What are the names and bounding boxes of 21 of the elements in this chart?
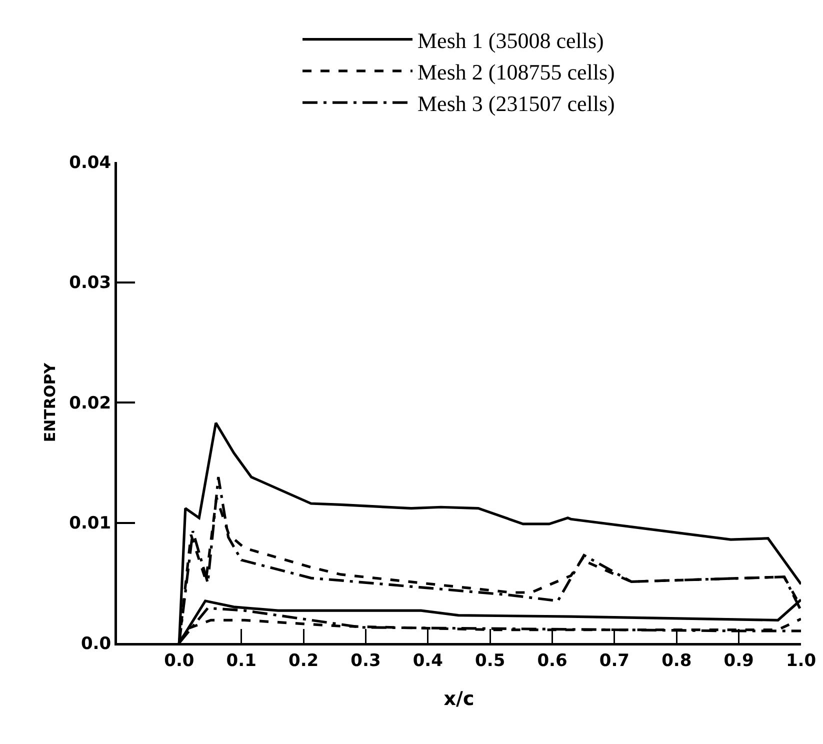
y-tick-label: 0.04: [69, 152, 112, 173]
x-tick-label: 0.7: [599, 650, 630, 671]
x-tick-label: 0.3: [350, 650, 381, 671]
legend-label: Mesh 3 (231507 cells): [418, 91, 615, 116]
y-tick-label: 0.03: [69, 273, 112, 294]
x-tick-label: 0.1: [226, 650, 256, 671]
x-tick-label: 1.0: [786, 650, 816, 671]
legend-label: Mesh 2 (108755 cells): [418, 60, 615, 84]
y-tick-label: 0.0: [80, 634, 112, 654]
y-tick-label: 0.02: [69, 393, 112, 414]
x-tick-label: 0.0: [164, 650, 194, 671]
x-tick-label: 0.4: [412, 650, 444, 671]
legend-label: Mesh 1 (35008 cells): [418, 28, 604, 53]
x-tick-label: 0.2: [288, 650, 319, 671]
y-tick-label: 0.01: [69, 514, 112, 534]
x-tick-label: 0.8: [662, 650, 692, 671]
x-axis-title: x/c: [444, 688, 474, 710]
x-tick-label: 0.6: [537, 650, 568, 671]
x-tick-label: 0.9: [724, 650, 754, 671]
y-axis-title: ENTROPY: [41, 362, 60, 442]
x-tick-label: 0.5: [475, 650, 506, 671]
